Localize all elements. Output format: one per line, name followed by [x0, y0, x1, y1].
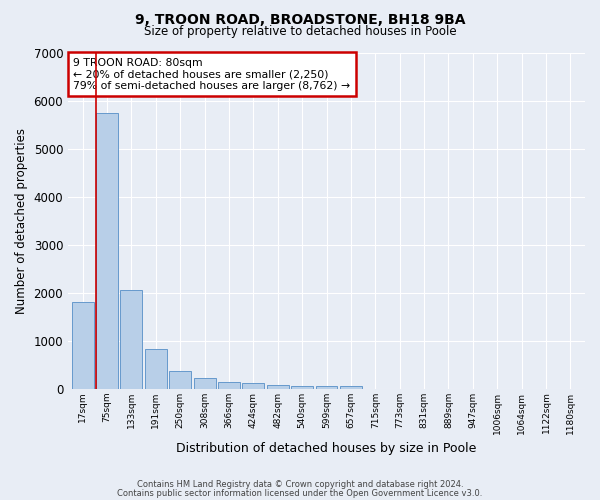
Bar	[145, 349, 167, 389]
Bar	[242, 384, 265, 389]
Bar	[316, 386, 337, 389]
Bar	[194, 378, 215, 389]
Bar	[291, 386, 313, 389]
Text: 9, TROON ROAD, BROADSTONE, BH18 9BA: 9, TROON ROAD, BROADSTONE, BH18 9BA	[135, 12, 465, 26]
Bar	[121, 290, 142, 389]
Bar	[218, 382, 240, 389]
Text: Size of property relative to detached houses in Poole: Size of property relative to detached ho…	[143, 25, 457, 38]
Text: Contains HM Land Registry data © Crown copyright and database right 2024.: Contains HM Land Registry data © Crown c…	[137, 480, 463, 489]
X-axis label: Distribution of detached houses by size in Poole: Distribution of detached houses by size …	[176, 442, 477, 455]
Bar	[169, 372, 191, 389]
Bar	[96, 112, 118, 389]
Text: Contains public sector information licensed under the Open Government Licence v3: Contains public sector information licen…	[118, 489, 482, 498]
Bar	[340, 386, 362, 389]
Bar	[71, 302, 94, 389]
Y-axis label: Number of detached properties: Number of detached properties	[15, 128, 28, 314]
Bar	[267, 385, 289, 389]
Text: 9 TROON ROAD: 80sqm
← 20% of detached houses are smaller (2,250)
79% of semi-det: 9 TROON ROAD: 80sqm ← 20% of detached ho…	[73, 58, 350, 90]
